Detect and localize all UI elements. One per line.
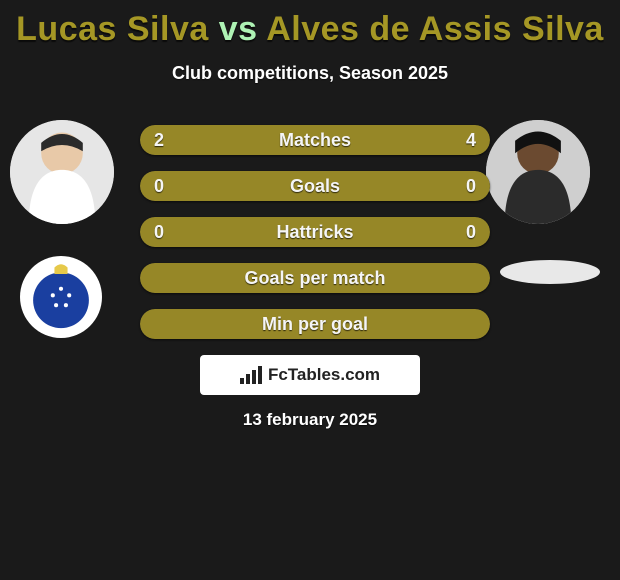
- brand-badge: FcTables.com: [200, 355, 420, 395]
- stat-label: Goals per match: [140, 263, 490, 293]
- stat-row-min-per-goal: Min per goal: [140, 309, 490, 339]
- player1-name: Lucas Silva: [16, 10, 209, 48]
- brand-text: FcTables.com: [268, 365, 380, 385]
- subtitle: Club competitions, Season 2025: [0, 63, 620, 84]
- stat-row-goals-per-match: Goals per match: [140, 263, 490, 293]
- stat-label: Hattricks: [140, 217, 490, 247]
- stat-value-right: 4: [466, 125, 476, 155]
- stat-bars: Matches24Goals00Hattricks00Goals per mat…: [140, 125, 490, 355]
- stat-value-left: 2: [154, 125, 164, 155]
- stat-value-right: 0: [466, 217, 476, 247]
- player2-name: Alves de Assis Silva: [266, 10, 604, 48]
- stat-value-left: 0: [154, 171, 164, 201]
- avatar-icon: [486, 120, 590, 224]
- page-title: Lucas Silva vs Alves de Assis Silva: [0, 0, 620, 49]
- stat-label: Min per goal: [140, 309, 490, 339]
- player2-avatar: [486, 120, 590, 224]
- stat-value-left: 0: [154, 217, 164, 247]
- vs-text: vs: [219, 10, 258, 48]
- club-badge-icon: [20, 256, 102, 338]
- stat-label: Matches: [140, 125, 490, 155]
- player2-club-badge: [500, 260, 600, 284]
- stat-row-hattricks: Hattricks0 0: [140, 217, 490, 247]
- stat-value-right: 0: [466, 171, 476, 201]
- player1-avatar: [10, 120, 114, 224]
- stat-row-matches: Matches2 4: [140, 125, 490, 155]
- avatar-icon: [10, 120, 114, 224]
- bars-icon: [240, 366, 262, 384]
- stat-row-goals: Goals0 0: [140, 171, 490, 201]
- date: 13 february 2025: [0, 410, 620, 430]
- player1-club-badge: [20, 256, 102, 338]
- stat-label: Goals: [140, 171, 490, 201]
